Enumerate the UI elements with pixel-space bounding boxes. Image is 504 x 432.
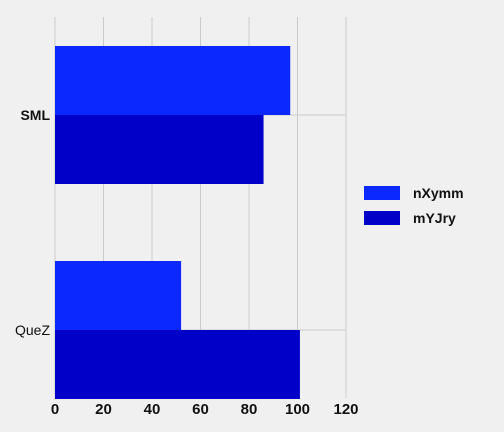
bar-nXymm-QueZ [55,261,182,330]
x-tick-label: 100 [285,401,310,418]
y-axis-categories: SML QueZ [15,107,50,338]
category-label-QueZ: QueZ [15,322,50,338]
x-tick-label: 80 [241,401,258,418]
legend: nXymm mYJry [364,185,464,226]
legend-swatch-mYJry [364,211,400,225]
x-tick-label: 60 [192,401,209,418]
x-tick-label: 40 [144,401,161,418]
legend-swatch-nXymm [364,186,400,200]
x-axis-ticks: 0 20 40 60 80 100 120 [51,401,359,418]
category-label-SML: SML [20,107,50,123]
legend-label-mYJry: mYJry [413,210,456,226]
x-tick-label: 20 [95,401,112,418]
bars [55,46,300,399]
bar-mYJry-SML [55,115,264,184]
bar-nXymm-SML [55,46,291,115]
bar-mYJry-QueZ [55,330,300,399]
x-tick-label: 0 [51,401,59,418]
legend-label-nXymm: nXymm [413,185,464,201]
x-tick-label: 120 [333,401,358,418]
